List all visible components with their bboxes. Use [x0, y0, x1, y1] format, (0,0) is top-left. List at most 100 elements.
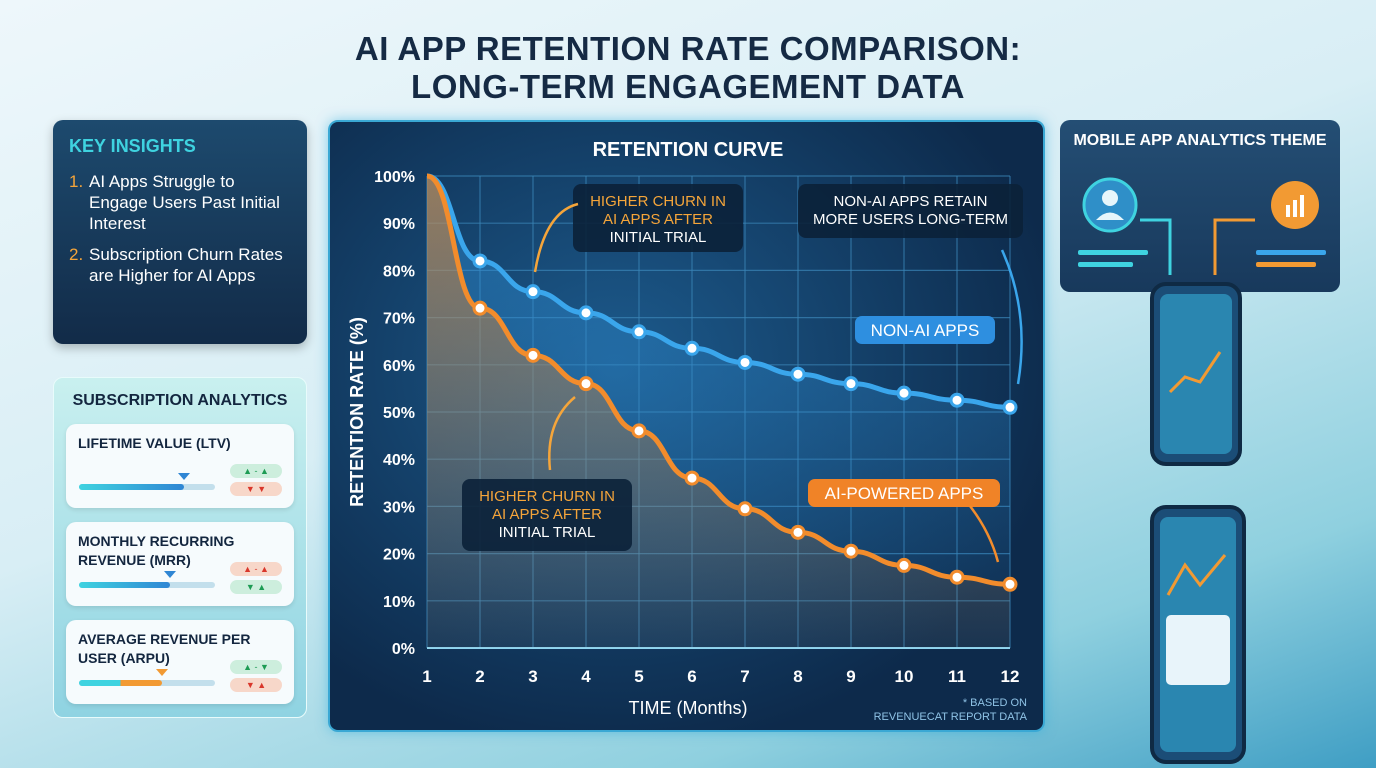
y-tick-label: 0%: [392, 641, 415, 658]
chart-title: RETENTION CURVE: [593, 139, 784, 161]
data-point: [578, 376, 594, 392]
x-tick-label: 8: [793, 667, 802, 686]
footnote-line: REVENUECAT REPORT DATA: [874, 711, 1028, 723]
y-tick-label: 70%: [383, 311, 415, 328]
footnote-line: * BASED ON: [963, 697, 1027, 709]
data-point: [843, 543, 859, 559]
subscription-heading: SUBSCRIPTION ANALYTICS: [72, 392, 288, 409]
x-tick-label: 2: [475, 667, 484, 686]
x-tick-label: 7: [740, 667, 749, 686]
metric-label: LIFETIME VALUE (LTV): [78, 435, 231, 451]
legend-ai-bg: [808, 479, 1000, 507]
key-insights-heading: KEY INSIGHTS: [69, 136, 196, 156]
metric-card: AVERAGE REVENUE PER USER (ARPU) ▲ - ▼ ▼ …: [66, 620, 294, 704]
retention-chart: RETENTION CURVE 0% 10% 20% 30% 40% 50% 60% 70% 80…: [328, 120, 1045, 732]
data-point: [790, 366, 806, 382]
y-tick-label: 60%: [383, 358, 415, 375]
data-point: [737, 354, 753, 370]
annotation-churn-top-line: HIGHER CHURN IN: [590, 193, 726, 210]
y-tick-label: 20%: [383, 547, 415, 564]
data-point: [578, 305, 594, 321]
x-tick-label: 11: [948, 667, 966, 686]
key-insights-panel: KEY INSIGHTS 1. AI Apps Struggle to Engag…: [53, 120, 307, 344]
progress-marker-icon: [177, 473, 190, 480]
phone-illustration: [1150, 505, 1246, 764]
data-point: [472, 253, 488, 269]
data-point: [843, 376, 859, 392]
analytics-illustration: [1078, 177, 1326, 275]
annotation-churn-bottom-line: AI APPS AFTER: [492, 506, 602, 523]
y-tick-label: 40%: [383, 452, 415, 469]
insight-item: 2. Subscription Churn Rates are Higher fo…: [69, 244, 291, 286]
subscription-analytics-panel: SUBSCRIPTION ANALYTICS LIFETIME VALUE (L…: [53, 377, 307, 718]
data-point: [1002, 399, 1018, 415]
x-axis-label: TIME (Months): [628, 698, 747, 718]
page-title: AI APP RETENTION RATE COMPARISON: LONG-T…: [0, 30, 1376, 106]
arrow-icon: [969, 505, 1000, 563]
data-point: [631, 324, 647, 340]
x-tick-label: 1: [422, 667, 431, 686]
annotation-churn-top-line: INITIAL TRIAL: [610, 229, 707, 246]
legend-non-ai-bg: [855, 316, 995, 344]
insight-item: 1. AI Apps Struggle to Engage Users Past …: [69, 171, 291, 234]
data-point: [949, 392, 965, 408]
data-point: [684, 470, 700, 486]
progress-marker-icon: [164, 571, 177, 578]
annotation-churn-bottom-line: INITIAL TRIAL: [499, 524, 596, 541]
data-point: [896, 385, 912, 401]
data-point: [1002, 576, 1018, 592]
metric-progress-bar: [79, 669, 215, 686]
metric-card: MONTHLY RECURRING REVENUE (MRR) ▲ - ▲ ▼ …: [66, 522, 294, 606]
trend-badge: ▲ - ▲: [230, 562, 282, 576]
annotation-non-ai-retain-line: NON-AI APPS RETAIN: [834, 193, 988, 210]
data-point: [472, 300, 488, 316]
annotation-churn-top-bg: [573, 184, 743, 252]
data-point: [525, 347, 541, 363]
annotation-non-ai-retain-line: MORE USERS LONG-TERM: [813, 211, 1008, 228]
data-point: [896, 557, 912, 573]
metric-card: LIFETIME VALUE (LTV) ▲ - ▲ ▼ ▼: [66, 424, 294, 508]
insight-number: 1.: [69, 172, 84, 191]
progress-marker-icon: [155, 669, 168, 676]
y-tick-label: 10%: [383, 594, 415, 611]
arrow-icon: [1000, 249, 1023, 385]
arrow-icon: [533, 202, 579, 273]
mobile-analytics-panel: MOBILE APP ANALYTICS THEME: [1060, 120, 1340, 292]
arrow-icon: [548, 396, 576, 471]
y-axis-label: RETENTION RATE (%): [347, 317, 367, 507]
metric-label: AVERAGE REVENUE PER USER (ARPU): [78, 631, 251, 666]
trend-badge: ▼ ▲: [230, 580, 282, 594]
data-point: [949, 569, 965, 585]
y-tick-label: 90%: [383, 216, 415, 233]
trend-badge: ▲ - ▲: [230, 464, 282, 478]
y-tick-label: 50%: [383, 405, 415, 422]
insight-text: Subscription Churn Rates are Higher for …: [89, 245, 283, 285]
data-point: [631, 423, 647, 439]
trend-badge: ▲ - ▼: [230, 660, 282, 674]
x-tick-label: 12: [1001, 667, 1020, 686]
phone-illustration: [1150, 282, 1242, 466]
trend-badge: ▼ ▲: [230, 678, 282, 692]
legend-ai: AI-POWERED APPS: [825, 484, 984, 503]
insight-text: AI Apps Struggle to Engage Users Past In…: [89, 172, 280, 233]
data-point: [737, 501, 753, 517]
x-tick-label: 3: [528, 667, 537, 686]
annotation-churn-bottom-bg: [462, 479, 632, 551]
title-line-2: LONG-TERM ENGAGEMENT DATA: [411, 68, 965, 105]
x-tick-label: 4: [581, 667, 591, 686]
insight-number: 2.: [69, 245, 84, 264]
trend-badge: ▼ ▼: [230, 482, 282, 496]
annotation-non-ai-retain-bg: [798, 184, 1023, 238]
x-tick-label: 6: [687, 667, 696, 686]
title-line-1: AI APP RETENTION RATE COMPARISON:: [354, 30, 1022, 67]
y-tick-label: 100%: [374, 169, 415, 186]
y-tick-label: 80%: [383, 263, 415, 280]
x-tick-label: 10: [895, 667, 914, 686]
data-point: [684, 340, 700, 356]
x-tick-label: 5: [634, 667, 643, 686]
data-point: [790, 524, 806, 540]
metric-label: MONTHLY RECURRING REVENUE (MRR): [78, 533, 235, 568]
y-tick-label: 30%: [383, 499, 415, 516]
annotation-churn-bottom-line: HIGHER CHURN IN: [479, 488, 615, 505]
chart-svg: RETENTION CURVE 0% 10% 20% 30% 40% 50% 60% 70% 80…: [347, 139, 1028, 723]
